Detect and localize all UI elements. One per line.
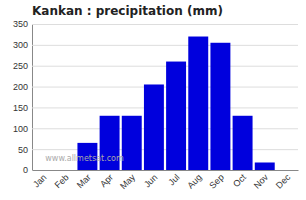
bar [144, 84, 164, 170]
x-tick: Mar [75, 172, 93, 190]
bar [277, 170, 297, 171]
x-tick-label: Jan [31, 172, 48, 189]
y-axis: 0 50 100 150 200 250 300 350 [13, 19, 298, 175]
grid-line [32, 128, 298, 129]
bar [33, 170, 53, 171]
x-tick-label: Feb [53, 172, 71, 190]
bar [188, 37, 208, 170]
x-tick: Jan [31, 172, 48, 189]
x-tick-label: Nov [252, 172, 271, 191]
bar [55, 170, 75, 171]
bar [166, 62, 186, 170]
bar [233, 116, 253, 170]
y-tick-label: 250 [13, 61, 28, 71]
watermark: www.allmetsat.com [45, 154, 124, 163]
chart: 050100150200250300350JanFebMarAprMayJunJ… [0, 0, 306, 200]
y-tick-label: 350 [13, 19, 28, 29]
plot: 050100150200250300350JanFebMarAprMayJunJ… [13, 19, 299, 191]
x-tick: Aug [185, 172, 203, 190]
y-tick-label: 150 [13, 103, 28, 113]
x-tick-label: Jun [142, 172, 159, 189]
title: Kankan : precipitation (mm) [32, 4, 223, 18]
x-tick-label: Dec [274, 172, 293, 191]
x-tick: Sep [207, 172, 225, 190]
x-tick: Dec [274, 172, 293, 191]
x-tick-label: Jul [166, 172, 181, 187]
x-tick: Apr [98, 172, 115, 189]
grid-line [32, 24, 298, 25]
y-tick: 350 [13, 19, 298, 29]
y-tick: 250 [13, 61, 298, 71]
x-tick-label: May [118, 172, 137, 191]
x-tick: Oct [231, 172, 248, 189]
y-tick-label: 0 [23, 165, 28, 175]
y-tick-label: 50 [18, 145, 28, 155]
x-tick: Nov [252, 172, 271, 191]
grid-line [32, 87, 298, 88]
bar [122, 116, 142, 170]
y-axis-line [32, 25, 33, 171]
grid-line [32, 66, 298, 67]
x-tick: Jul [166, 172, 181, 187]
x-tick: Feb [53, 172, 71, 190]
x-axis: Jan FebMar AprMay Jun Jul AugSep OctNovDec [31, 171, 298, 192]
y-tick-label: 200 [13, 82, 28, 92]
bars [77, 37, 274, 170]
grid-line [32, 107, 298, 108]
grid-line [32, 149, 298, 150]
x-tick: May [118, 172, 137, 191]
x-tick-label: Apr [98, 172, 115, 189]
grid-line [32, 170, 298, 171]
x-tick: Jun [142, 172, 159, 189]
grid-line [32, 45, 298, 46]
x-axis-line [33, 170, 299, 171]
y-tick-label: 100 [13, 124, 28, 134]
x-tick-label: Sep [207, 172, 225, 190]
y-tick-label: 300 [13, 40, 28, 50]
x-tick-label: Aug [185, 172, 203, 190]
y-tick: 300 [13, 40, 298, 50]
x-tick-label: Oct [231, 172, 248, 189]
bar [210, 43, 230, 170]
bar [255, 162, 275, 170]
x-tick-label: Mar [75, 172, 93, 190]
